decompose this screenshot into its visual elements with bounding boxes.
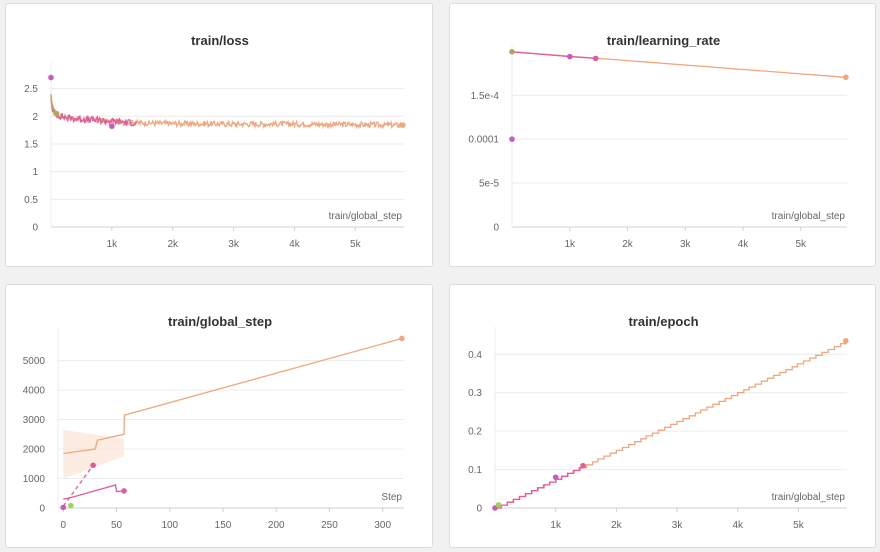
chart-panel-train-epoch[interactable]: train/epoch 0 0.1 0.2 0.3 0.4 1k 2k 3k 4k 5k train/… (449, 284, 876, 548)
chart-title: train/learning_rate (607, 33, 720, 48)
y-tick-label: 2.5 (24, 84, 38, 95)
y-tick-label: 4000 (23, 386, 46, 397)
x-tick-label: 1k (564, 239, 576, 250)
x-tick-label: 4k (732, 520, 744, 531)
series-point-magenta (48, 74, 54, 81)
chart-train-global-step: train/global_step 0 1000 2000 3000 4000 5000 0 5… (23, 314, 405, 531)
y-tick-label: 1000 (23, 474, 46, 485)
y-tick-label: 0.3 (468, 388, 482, 399)
x-tick-label: 3k (228, 239, 240, 250)
y-tick-label: 0 (32, 223, 38, 234)
chart-train-epoch: train/epoch 0 0.1 0.2 0.3 0.4 1k 2k 3k 4k 5k train/… (468, 314, 849, 531)
series-point-orange (842, 338, 849, 344)
series-point-magenta (566, 53, 573, 60)
x-tick-label: 2k (611, 520, 623, 531)
chart-title: train/loss (191, 33, 249, 48)
series-line-orange (63, 337, 403, 455)
x-tick-label: 5k (793, 520, 805, 531)
series-point-pink (121, 488, 127, 494)
y-tick-label: 0.4 (468, 350, 482, 361)
y-tick-label: 0 (476, 504, 482, 515)
x-tick-label: 1k (550, 520, 562, 531)
x-tick-label: 3k (680, 239, 692, 250)
x-tick-label: 4k (289, 239, 301, 250)
confidence-band (63, 429, 125, 479)
y-tick-label: 2000 (23, 445, 46, 456)
y-tick-label: 0.5 (24, 195, 38, 206)
series-line-pink (62, 464, 94, 507)
chart-panel-train-global-step[interactable]: train/global_step 0 1000 2000 3000 4000 5000 0 5… (5, 284, 433, 548)
y-tick-label: 1 (32, 167, 38, 178)
x-tick-label: 200 (268, 520, 285, 531)
x-tick-label: 1k (107, 239, 119, 250)
y-tick-label: 2 (32, 112, 38, 123)
series-point-olive (53, 110, 60, 117)
series-point-pink (580, 462, 586, 469)
series-point-magenta (60, 504, 67, 511)
y-tick-label: 0.2 (468, 427, 482, 438)
series-point-magenta (552, 474, 559, 481)
series-point-green (495, 502, 502, 508)
chart-panel-train-loss[interactable]: train/loss 0 0.5 1 1.5 2 2.5 1k 2k 3k 4k 5k train/gl… (5, 3, 433, 267)
y-tick-label: 5000 (23, 356, 46, 367)
y-tick-label: 5e-5 (479, 179, 499, 190)
x-tick-label: 5k (350, 239, 362, 250)
x-tick-label: 100 (161, 520, 178, 531)
series-point-pink (90, 462, 96, 469)
chart-title: train/global_step (168, 314, 272, 329)
series-point-green (67, 502, 74, 509)
series-point-orange (399, 122, 406, 128)
x-tick-label: 50 (111, 520, 123, 531)
y-tick-label: 1.5 (24, 139, 38, 150)
y-tick-label: 0 (493, 223, 499, 234)
x-axis-label: train/global_step (329, 211, 403, 222)
x-tick-label: 5k (796, 239, 808, 250)
x-tick-label: 0 (61, 520, 67, 531)
x-axis-label: Step (381, 492, 402, 503)
series-point-pink (592, 55, 599, 62)
y-tick-label: 1.5e-4 (471, 91, 500, 102)
series-point-olive (509, 49, 515, 55)
series-point-orange (843, 74, 849, 81)
series-line-orange (495, 340, 847, 509)
chart-title: train/epoch (628, 314, 698, 329)
chart-train-loss: train/loss 0 0.5 1 1.5 2 2.5 1k 2k 3k 4k 5k train/gl… (24, 33, 406, 250)
x-tick-label: 150 (215, 520, 232, 531)
y-tick-label: 0 (39, 504, 45, 515)
series-line-pink (495, 467, 583, 509)
series-line-pink (50, 99, 137, 127)
y-tick-label: 3000 (23, 415, 46, 426)
series-point-magenta (509, 136, 515, 142)
series-line-orange (50, 96, 404, 130)
x-tick-label: 2k (622, 239, 634, 250)
x-tick-label: 250 (321, 520, 338, 531)
x-axis-label: train/global_step (772, 211, 846, 222)
x-tick-label: 3k (672, 520, 684, 531)
series-line-pink (63, 484, 125, 500)
x-axis-label: train/global_step (772, 492, 846, 503)
y-tick-label: 0.0001 (468, 135, 499, 146)
chart-panel-train-learning-rate[interactable]: train/learning_rate 0 5e-5 0.0001 1.5e-4 1k 2k… (449, 3, 876, 267)
x-tick-label: 300 (374, 520, 391, 531)
series-point-magenta (109, 123, 115, 130)
x-tick-label: 2k (167, 239, 179, 250)
series-point-orange (399, 335, 405, 342)
x-tick-label: 4k (738, 239, 750, 250)
chart-train-learning-rate: train/learning_rate 0 5e-5 0.0001 1.5e-4 1k 2k… (468, 33, 849, 250)
y-tick-label: 0.1 (468, 465, 482, 476)
series-line-pink (511, 51, 596, 60)
